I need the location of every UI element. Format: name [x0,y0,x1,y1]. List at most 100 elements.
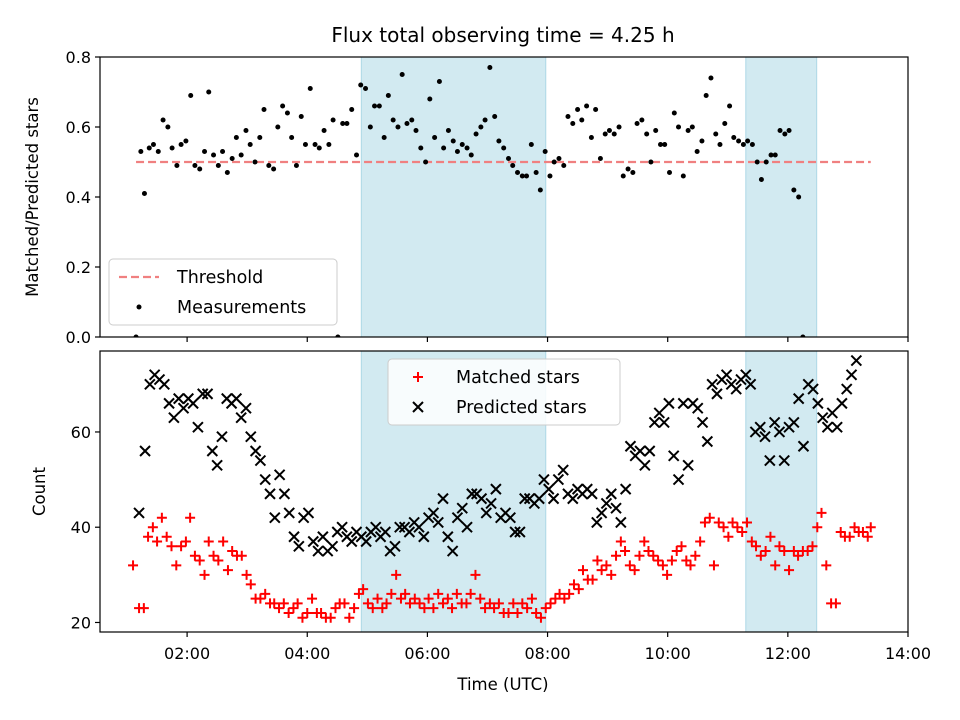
ratio-point [138,149,144,154]
count-point [765,531,776,542]
ratio-point [561,163,567,168]
ratio-point [344,121,350,126]
ratio-point [326,142,332,147]
count-point [634,550,645,561]
count-point [503,607,514,618]
count-point [577,565,588,576]
count-legend: Matched stars Predicted stars [387,358,621,426]
ratio-point [188,93,194,98]
count-point [668,450,680,462]
ratio-point [238,152,244,158]
ratio-point [616,124,622,130]
ratio-point [358,82,364,88]
count-point [278,488,291,500]
count-point [841,383,853,395]
ratio-point [772,152,778,158]
ratio-point [289,135,295,140]
count-point [605,488,617,500]
count-point [163,397,175,410]
count-point [199,569,210,580]
ratio-point [160,117,166,123]
count-point [260,588,271,599]
count-point [490,483,502,495]
count-point [663,397,675,410]
ratio-point [233,135,239,140]
count-point [480,603,491,614]
ratio-point [257,135,263,140]
count-point [586,488,598,500]
ratio-point [634,121,640,126]
ratio-point [165,124,171,130]
count-point [264,488,276,500]
count-point [540,603,551,614]
ratio-point [736,138,742,144]
ratio-panel: 0.0 0.2 0.4 0.6 0.8 Matched/Predicted stars Th… [23,48,909,347]
ratio-point [261,107,267,112]
count-point [658,416,670,429]
count-point [737,526,748,537]
count-point [138,603,149,614]
count-y-tick-label: 40 [71,518,91,537]
ratio-point [487,65,493,70]
count-point [706,378,718,391]
ratio-point [768,152,774,158]
ratio-point [713,131,719,137]
ratio-point [492,114,498,119]
count-point [552,473,565,486]
count-point [394,521,406,533]
count-point [692,402,704,414]
count-point [531,607,542,618]
ratio-point [796,194,802,200]
count-point [727,517,738,528]
count-panel: 20 40 60 02:00 04:00 06:00 08:00 10:00 12:00 14:0… [30,350,931,663]
ratio-point [404,121,410,126]
ratio-point [777,128,783,133]
count-point [168,411,180,424]
count-point [653,555,664,566]
count-point [413,521,425,533]
count-point [442,531,454,543]
count-point [203,536,214,547]
ratio-point [676,124,682,130]
count-point [358,584,369,595]
count-point [156,512,167,523]
count-point [545,598,556,609]
count-point [699,517,710,528]
count-point [254,454,267,467]
count-point [830,598,841,609]
ratio-y-tick-label: 0.6 [66,118,91,137]
count-point [682,459,694,472]
count-point [812,522,823,533]
count-point [438,598,449,609]
count-point [713,517,724,528]
count-point [177,402,190,414]
count-point [764,454,776,467]
count-point [297,612,308,623]
legend-label-measurements: Measurements [177,298,306,318]
count-point [161,531,172,542]
count-point [695,536,706,547]
ratio-point [694,149,700,154]
ratio-point [454,149,460,154]
count-point [432,516,444,529]
count-point [213,555,224,566]
count-point [807,383,819,395]
count-point [461,598,472,609]
count-point [389,540,401,552]
count-point [611,550,622,561]
ratio-point [141,191,147,196]
count-point [344,612,355,623]
count-point [133,507,145,519]
ratio-point [202,149,208,154]
count-point [189,550,200,561]
ratio-point [409,117,415,123]
ratio-point [602,131,608,137]
ratio-point [722,121,728,126]
count-point [423,593,434,604]
count-point [370,521,382,533]
count-point [283,507,295,519]
count-point [208,550,219,561]
ratio-point [372,103,378,109]
count-point [573,584,584,595]
count-point [784,565,795,576]
